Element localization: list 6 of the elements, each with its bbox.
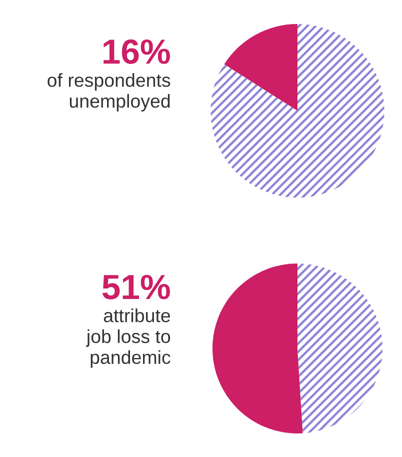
text: of respondents unemployed <box>48 73 170 112</box>
text: attribute job loss to pandemic <box>86 308 170 368</box>
pie-slice <box>297 263 382 434</box>
pie-slice <box>212 263 303 434</box>
chart-title: 16% <box>104 39 170 64</box>
chart-title: 51% <box>102 274 170 300</box>
